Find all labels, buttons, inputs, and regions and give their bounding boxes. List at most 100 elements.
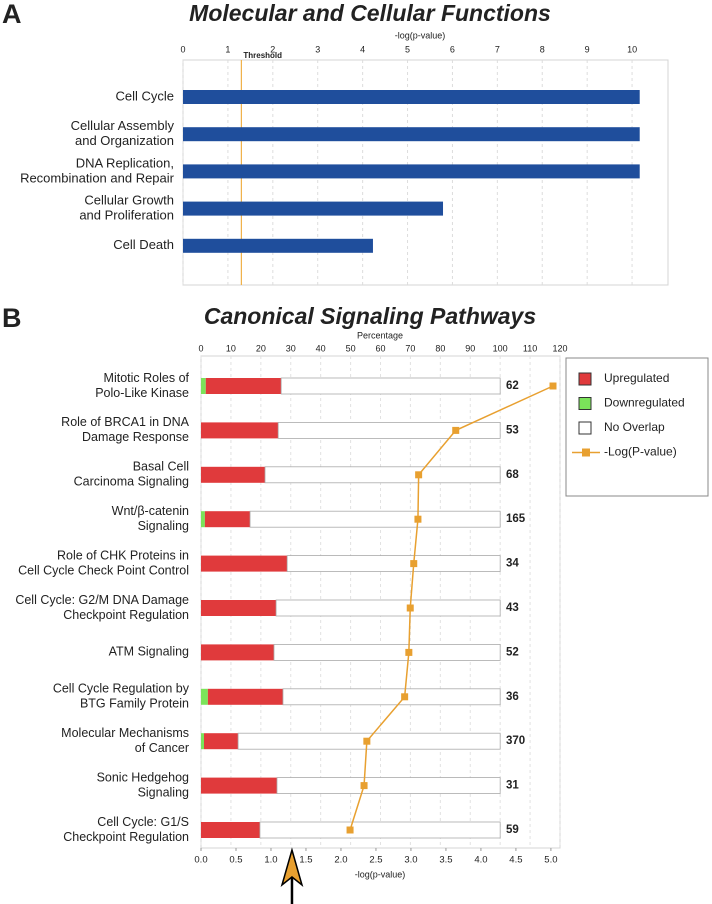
bar-segment	[264, 466, 501, 484]
x-tick-label: 120	[552, 343, 567, 353]
line-marker	[360, 782, 368, 790]
bar-segment	[201, 733, 204, 750]
category-label: Mitotic Roles of	[104, 371, 190, 385]
x-tick-label: 50	[346, 343, 356, 353]
x-tick-label: 40	[316, 343, 326, 353]
x-axis-label: Percentage	[357, 330, 403, 340]
legend-swatch	[578, 397, 592, 410]
line-marker	[401, 693, 409, 701]
x-tick-label: 60	[375, 343, 385, 353]
x-tick-label: 0	[180, 44, 185, 54]
category-label: Signaling	[138, 519, 189, 533]
bar-segment	[201, 555, 288, 572]
category-label: Signaling	[138, 785, 189, 799]
threshold-label: Threshold	[243, 51, 282, 60]
panel-letter: A	[2, 0, 22, 29]
category-label: Cell Cycle Check Point Control	[18, 563, 189, 577]
category-label: Basal Cell	[133, 460, 189, 474]
x2-tick-label: 5.0	[544, 855, 557, 866]
total-label: 53	[506, 424, 519, 436]
category-label: of Cancer	[135, 741, 189, 755]
x-tick-label: 90	[465, 343, 475, 353]
bar	[183, 201, 444, 216]
category-label: Molecular Mechanisms	[61, 726, 189, 740]
x-tick-label: 5	[405, 44, 410, 54]
threshold-arrow-head	[280, 847, 304, 888]
category-label: Polo-Like Kinase	[95, 386, 189, 400]
legend-swatch	[578, 372, 592, 386]
total-label: 59	[506, 824, 519, 836]
legend-label: Upregulated	[604, 371, 669, 385]
category-label: and Organization	[75, 133, 174, 148]
category-label: Role of CHK Proteins in	[57, 548, 189, 562]
x-tick-label: 9	[585, 44, 590, 54]
x-tick-label: 80	[435, 343, 445, 353]
total-label: 34	[506, 558, 519, 570]
x-tick-label: 30	[286, 343, 296, 353]
category-label: Recombination and Repair	[20, 170, 175, 185]
total-label: 68	[506, 469, 519, 481]
x2-tick-label: 4.5	[509, 855, 522, 866]
bar-segment	[275, 599, 501, 617]
legend-label: -Log(P-value)	[604, 445, 677, 459]
bar-segment	[277, 421, 501, 439]
legend-label: No Overlap	[604, 420, 665, 434]
category-label: ATM Signaling	[109, 645, 189, 659]
total-label: 370	[506, 735, 525, 747]
x2-tick-label: 2.5	[369, 855, 382, 866]
bar-segment	[201, 466, 266, 483]
bar-segment	[282, 688, 501, 706]
line-marker	[363, 737, 371, 745]
line-marker	[346, 826, 354, 834]
x2-tick-label: 3.0	[404, 855, 417, 866]
bar-segment	[259, 821, 501, 839]
total-label: 52	[506, 646, 519, 658]
bar-segment	[273, 644, 501, 661]
category-label: Damage Response	[82, 430, 189, 444]
legend-marker	[582, 448, 590, 457]
panel-letter: B	[2, 303, 22, 333]
bar-segment	[249, 510, 501, 528]
bar-segment	[201, 511, 205, 528]
category-label: Cellular Assembly	[71, 118, 175, 133]
x-tick-label: 3	[315, 44, 320, 54]
bar-segment	[201, 644, 274, 661]
bar-segment	[207, 688, 283, 705]
x-tick-label: 10	[627, 44, 637, 54]
category-label: Cell Death	[113, 237, 174, 252]
x2-tick-label: 4.0	[474, 855, 487, 866]
line-marker	[452, 426, 460, 434]
bar-segment	[286, 555, 501, 572]
line-marker	[415, 471, 423, 479]
bar-segment	[203, 733, 239, 750]
category-label: Wnt/β-catenin	[112, 504, 189, 518]
legend-label: Downregulated	[604, 396, 685, 410]
total-label: 36	[506, 691, 519, 703]
x-tick-label: 1	[225, 44, 230, 54]
category-label: Cellular Growth	[84, 193, 174, 208]
x-tick-label: 2	[270, 44, 275, 54]
x-tick-label: 0	[198, 343, 203, 353]
category-label: Cell Cycle: G1/S	[97, 815, 189, 829]
bar-segment	[204, 511, 251, 528]
category-label: Checkpoint Regulation	[63, 608, 189, 622]
category-label: DNA Replication,	[76, 155, 174, 170]
x-tick-label: 6	[450, 44, 455, 54]
category-label: Cell Cycle Regulation by	[53, 682, 190, 696]
line-marker	[549, 382, 557, 390]
x-tick-label: 100	[493, 343, 508, 353]
x2-tick-label: 0.0	[194, 855, 207, 866]
category-label: BTG Family Protein	[80, 697, 189, 711]
line-marker	[414, 515, 422, 523]
x-tick-label: 10	[226, 343, 236, 353]
bar-segment	[276, 777, 501, 794]
x2-tick-label: 3.5	[439, 855, 452, 866]
x-tick-label: 110	[523, 343, 537, 353]
x-tick-label: 70	[405, 343, 415, 353]
chart-title: Canonical Signaling Pathways	[204, 303, 536, 329]
x-tick-label: 4	[360, 44, 365, 54]
bar	[183, 90, 640, 104]
x-tick-label: 7	[495, 44, 500, 54]
legend-swatch	[578, 421, 592, 435]
